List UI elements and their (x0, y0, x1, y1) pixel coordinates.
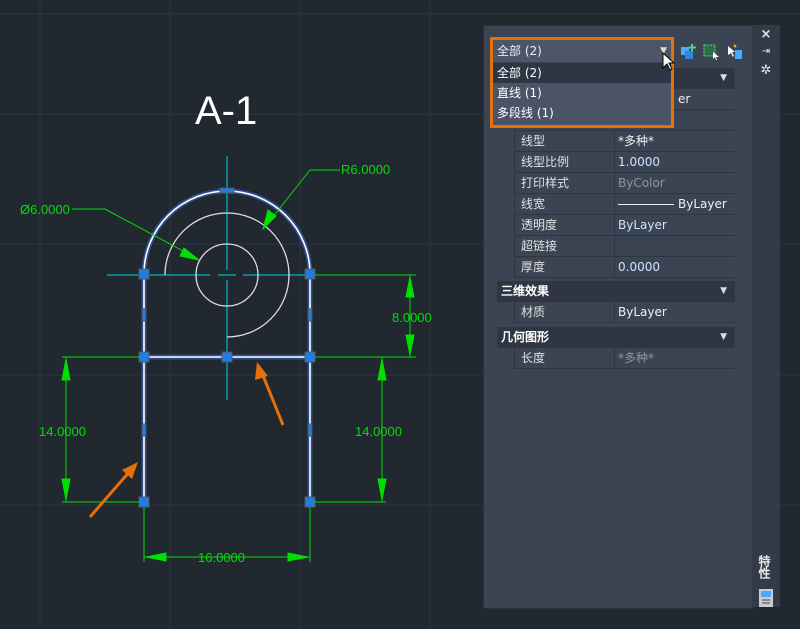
pickadd-toggle-icon[interactable] (725, 43, 743, 61)
property-row-length[interactable]: 长度 *多种* (514, 348, 735, 369)
property-value-text: 0.0000 (618, 260, 660, 274)
palette-side-strip: × ⇥ ✲ 特性 (752, 25, 780, 607)
property-label: 透明度 (521, 218, 558, 232)
height-right-dim-text: 14.0000 (355, 424, 402, 439)
property-row-material[interactable]: 材质 ByLayer (514, 302, 735, 323)
property-label: 线型比例 (521, 155, 570, 169)
height-left-dim-text: 14.0000 (39, 424, 86, 439)
radius-dim-text: R6.0000 (341, 162, 390, 177)
chevron-down-icon[interactable]: ▼ (660, 46, 667, 56)
width-dim-text: 16.0000 (198, 550, 245, 565)
filter-dropdown-list: 全部 (2) 直线 (1) 多段线 (1) (493, 63, 673, 127)
property-value-text: *多种* (618, 134, 655, 148)
property-label: 打印样式 (521, 176, 570, 190)
chevron-down-icon[interactable]: ▼ (720, 73, 727, 83)
property-row[interactable]: 厚度 0.0000 (514, 257, 735, 278)
diameter-dim-text: Ø6.0000 (20, 202, 70, 217)
lineweight-sample (618, 204, 674, 205)
select-objects-icon[interactable] (702, 43, 720, 61)
dropdown-option[interactable]: 直线 (1) (497, 86, 542, 100)
property-value[interactable]: 1.0000 (614, 152, 736, 172)
combo-value: 全部 (2) (497, 44, 542, 58)
property-row[interactable]: 打印样式 ByColor (514, 173, 735, 194)
annotation-arrows (88, 362, 285, 518)
chevron-down-icon[interactable]: ▼ (720, 332, 727, 342)
inner-circle[interactable] (195, 243, 259, 307)
property-value[interactable]: ByColor (614, 173, 736, 193)
property-value-text: ByColor (618, 176, 665, 190)
chevron-down-icon[interactable]: ▼ (720, 286, 727, 296)
property-row[interactable]: 线型比例 1.0000 (514, 152, 735, 173)
property-value[interactable]: ByLayer (614, 215, 736, 235)
dimensions (61, 169, 416, 562)
property-row[interactable]: 透明度 ByLayer (514, 215, 735, 236)
property-row[interactable]: 线型 *多种* (514, 131, 735, 152)
property-value[interactable]: 0.0000 (614, 257, 736, 277)
height-upper-dim-text: 8.0000 (392, 310, 432, 325)
property-value[interactable]: ByLayer (614, 194, 736, 214)
property-row[interactable]: 超链接 (514, 236, 735, 257)
property-value[interactable] (614, 236, 736, 256)
property-value-text: ByLayer (618, 218, 667, 232)
quick-select-icon[interactable] (679, 43, 697, 61)
section-3d-effects[interactable]: 三维效果 ▼ (497, 281, 735, 302)
middle-arc[interactable] (164, 212, 290, 338)
properties-palette-icon[interactable] (759, 589, 773, 611)
property-value-text: ByLayer (678, 197, 727, 211)
property-label: 线型 (521, 134, 546, 148)
property-label: 厚度 (521, 260, 546, 274)
object-filter-combo[interactable]: 全部 (2) ▼ (493, 40, 673, 62)
property-label: 线宽 (521, 197, 546, 211)
property-value: er (678, 92, 691, 106)
property-row[interactable]: 线宽 ByLayer (514, 194, 735, 215)
dropdown-option[interactable]: 多段线 (1) (497, 106, 554, 120)
auto-hide-icon[interactable]: ⇥ (761, 46, 771, 57)
mouse-cursor-icon (662, 52, 676, 71)
drawing-title: A-1 (195, 89, 257, 133)
section-geometry[interactable]: 几何图形 ▼ (497, 327, 735, 348)
dropdown-option[interactable]: 全部 (2) (493, 63, 673, 83)
gear-icon[interactable]: ✲ (760, 63, 772, 78)
property-label: 超链接 (521, 239, 558, 253)
property-value-text: 1.0000 (618, 155, 660, 169)
close-icon[interactable]: × (760, 27, 772, 42)
grips[interactable] (138, 187, 316, 508)
palette-title: 特性 (757, 555, 771, 579)
property-value[interactable]: *多种* (614, 131, 736, 151)
